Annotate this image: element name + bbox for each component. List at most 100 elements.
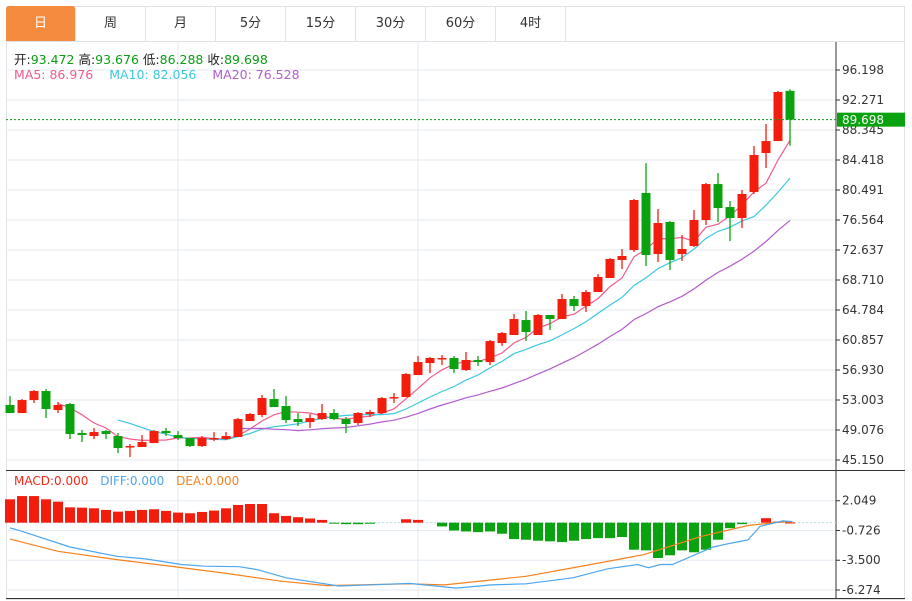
price-axis-label: 72.637 xyxy=(842,243,884,257)
diff-value: DIFF:0.000 xyxy=(100,474,165,488)
macd-bar xyxy=(557,522,567,543)
macd-bar xyxy=(125,510,135,523)
ma5-line xyxy=(57,139,791,442)
candle xyxy=(569,296,579,312)
tab-week[interactable]: 周 xyxy=(76,6,146,41)
ma10-value: MA10: 82.056 xyxy=(109,67,197,82)
macd-bar xyxy=(65,507,75,523)
macd-bar xyxy=(569,522,579,541)
macd-bar xyxy=(593,522,603,539)
macd-bar xyxy=(761,518,771,523)
macd-bar xyxy=(77,507,87,523)
candle-body xyxy=(113,436,123,449)
candle-body xyxy=(497,333,507,344)
candle-body xyxy=(545,314,555,320)
candle-body xyxy=(341,419,351,425)
price-axis-label: 60.857 xyxy=(842,333,884,347)
candle-body xyxy=(689,220,699,247)
price-axis-label: 96.198 xyxy=(842,63,884,77)
candle xyxy=(125,444,135,458)
macd-bar xyxy=(221,508,231,523)
candle xyxy=(329,409,339,421)
candle-body xyxy=(401,374,411,398)
macd-bar xyxy=(605,522,615,539)
macd-bar xyxy=(53,501,63,523)
macd-bar xyxy=(233,504,243,523)
tab-day[interactable]: 日 xyxy=(6,6,76,41)
candle xyxy=(209,432,219,442)
candle xyxy=(317,403,327,421)
candle-body xyxy=(485,341,495,363)
candle-body xyxy=(533,314,543,336)
macd-bar xyxy=(497,522,507,534)
candle xyxy=(221,432,231,441)
ma-info: MA5: 86.976 MA10: 82.056 MA20: 76.528 xyxy=(14,67,300,82)
macd-bar xyxy=(461,522,471,532)
candle xyxy=(701,183,711,225)
candle-body xyxy=(245,414,255,422)
macd-bar xyxy=(353,522,363,525)
candle xyxy=(449,356,459,374)
tab-4hour[interactable]: 4时 xyxy=(496,6,566,41)
candle-body xyxy=(41,391,51,410)
candle-body xyxy=(53,404,63,411)
dea-value: DEA:0.000 xyxy=(176,474,240,488)
tab-60min[interactable]: 60分 xyxy=(426,6,496,41)
macd-bar xyxy=(5,499,15,523)
candle xyxy=(173,431,183,441)
macd-bar xyxy=(449,522,459,531)
candle-body xyxy=(17,400,27,414)
candle xyxy=(341,417,351,434)
tab-15min[interactable]: 15分 xyxy=(286,6,356,41)
candle-body xyxy=(89,432,99,437)
macd-bar xyxy=(197,511,207,523)
candle-body xyxy=(269,399,279,408)
candle-body xyxy=(365,412,375,415)
price-axis-label: 68.710 xyxy=(842,273,884,287)
candle-body xyxy=(461,359,471,371)
candle-body xyxy=(65,403,75,435)
macd-bar xyxy=(629,522,639,550)
candle xyxy=(17,399,27,414)
candle xyxy=(761,123,771,169)
macd-bar xyxy=(317,519,327,523)
tab-30min[interactable]: 30分 xyxy=(356,6,426,41)
candle xyxy=(485,340,495,366)
candle-body xyxy=(389,397,399,399)
candle xyxy=(65,403,75,440)
macd-bar xyxy=(209,510,219,523)
macd-bar xyxy=(305,518,315,523)
candle xyxy=(353,412,363,426)
candle-body xyxy=(581,291,591,307)
tab-5min[interactable]: 5分 xyxy=(216,6,286,41)
ohlc-info: 开:93.472 高:93.676 低:86.288 收:89.698 xyxy=(14,49,268,68)
price-axis-label: 80.491 xyxy=(842,183,884,197)
candle xyxy=(737,190,747,229)
candle xyxy=(437,355,447,366)
macd-bar xyxy=(365,522,375,524)
candle-body xyxy=(281,406,291,421)
macd-bar xyxy=(41,499,51,523)
candle-body xyxy=(353,413,363,424)
candle xyxy=(425,357,435,374)
macd-bar xyxy=(677,522,687,551)
candle xyxy=(101,430,111,440)
candle-body xyxy=(209,437,219,440)
macd-bar xyxy=(149,509,159,523)
macd-bar xyxy=(137,509,147,523)
macd-axis-label: 2.049 xyxy=(842,494,876,508)
candle-body xyxy=(473,359,483,363)
candle-body xyxy=(437,358,447,360)
candle xyxy=(749,146,759,194)
macd-bar xyxy=(485,522,495,532)
macd-bar xyxy=(341,522,351,525)
macd-bar xyxy=(725,522,735,529)
candle-body xyxy=(185,437,195,447)
candle xyxy=(689,210,699,248)
candle-body xyxy=(425,358,435,364)
tab-month[interactable]: 月 xyxy=(146,6,216,41)
macd-bar xyxy=(641,522,651,551)
price-axis-label: 84.418 xyxy=(842,153,884,167)
candle-body xyxy=(593,277,603,292)
